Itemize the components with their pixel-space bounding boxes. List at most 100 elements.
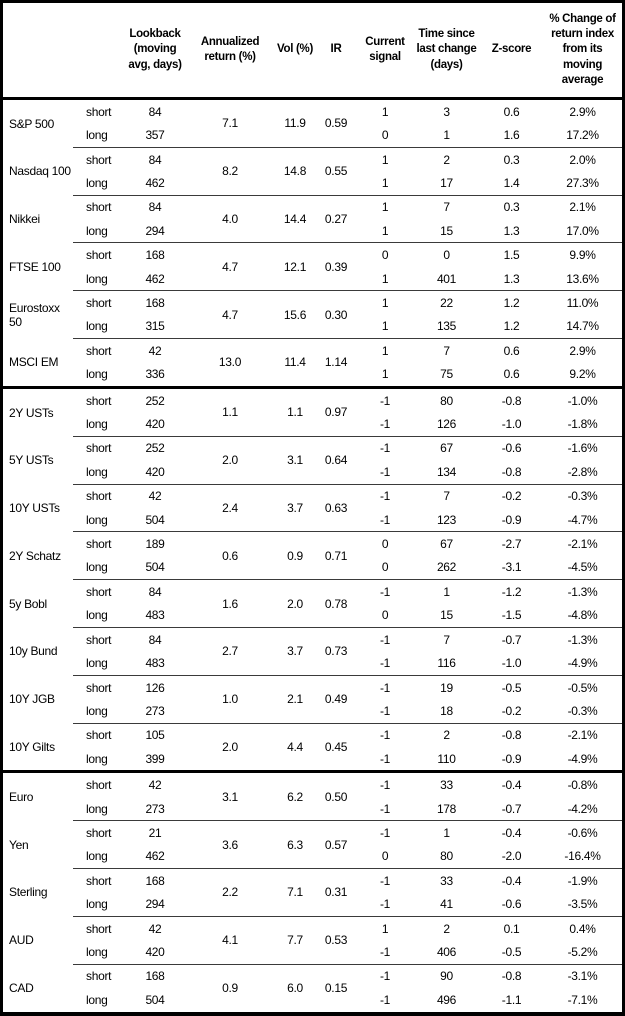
lookback-value: 42 xyxy=(125,915,185,941)
vol-value: 7.1 xyxy=(275,868,315,917)
time-since-value: 2 xyxy=(413,722,480,748)
signal-value: 0 xyxy=(357,242,413,267)
period-label: long xyxy=(86,367,108,382)
signal-value: -1 xyxy=(357,820,413,845)
col-header-lookback: Lookback (moving avg, days) xyxy=(125,3,185,100)
instrument-name: Nasdaq 100 xyxy=(9,164,71,179)
signal-value: -1 xyxy=(357,868,413,893)
table-row-short: Eurostoxx 50 short 168 4.7 15.6 0.30 1 22 1.2 11.… xyxy=(3,290,622,339)
period-label: long xyxy=(86,993,108,1008)
table-row-long: long 483 0 15 -1.5 -4.8% xyxy=(3,604,622,628)
time-since-value: 401 xyxy=(436,271,457,286)
time-since-value: 41 xyxy=(440,897,453,912)
time-since-value: 17 xyxy=(440,175,453,190)
signal-value: -1 xyxy=(357,483,413,508)
lookback-value: 84 xyxy=(125,98,185,124)
pct-change-value: 2.1% xyxy=(543,194,622,220)
vol-value: 3.7 xyxy=(275,626,315,676)
lookback-value: 252 xyxy=(125,385,185,413)
vol-value: 14.4 xyxy=(275,194,315,243)
instrument-name: 10Y JGB xyxy=(9,692,55,707)
table-row-short: S&P 500 short 84 7.1 11.9 0.59 1 3 0.6 2.9% xyxy=(3,98,622,148)
z-score-value: 1.4 xyxy=(503,175,520,190)
time-since-value: 67 xyxy=(413,531,480,556)
table-row-long: long 504 -1 123 -0.9 -4.7% xyxy=(3,508,622,532)
z-score-value: -0.2 xyxy=(480,483,543,508)
annualized-return-value: 1.6 xyxy=(185,579,275,628)
z-score-value: -0.7 xyxy=(480,626,543,652)
period-label: short xyxy=(73,242,125,267)
period-label: short xyxy=(73,98,125,124)
instrument-name: Euro xyxy=(3,770,73,821)
lookback-value: 462 xyxy=(145,175,165,190)
pct-change-value: -1.0% xyxy=(543,385,622,413)
pct-change-value: 9.9% xyxy=(543,242,622,267)
z-score-value: 0.6 xyxy=(503,367,520,382)
z-score-value: -2.7 xyxy=(480,531,543,556)
z-score-value: 0.3 xyxy=(480,146,543,172)
vol-value: 3.1 xyxy=(275,435,315,485)
table-row-short: 10Y USTs short 42 2.4 3.7 0.63 -1 7 -0.2 -0.3% xyxy=(3,483,622,532)
ir-value: 0.30 xyxy=(315,290,357,339)
vol-value: 3.7 xyxy=(275,483,315,532)
table-row-long: long 294 1 15 1.3 17.0% xyxy=(3,219,622,243)
table-row-long: long 336 1 75 0.6 9.2% xyxy=(3,362,622,387)
pct-change-value: -4.9% xyxy=(567,751,598,766)
signal-value: 1 xyxy=(357,98,413,124)
time-since-value: 33 xyxy=(413,770,480,797)
lookback-value: 399 xyxy=(145,751,165,766)
pct-change-value: -0.8% xyxy=(543,770,622,797)
lookback-value: 168 xyxy=(125,290,185,315)
signal-value: 0 xyxy=(381,849,389,864)
signal-value: -1 xyxy=(357,770,413,797)
pct-change-value: 11.0% xyxy=(543,290,622,315)
lookback-value: 105 xyxy=(125,722,185,748)
table-row-long: long 420 -1 406 -0.5 -5.2% xyxy=(3,940,622,964)
annualized-return-value: 0.6 xyxy=(185,531,275,580)
z-score-value: -1.1 xyxy=(501,993,522,1008)
z-score-value: -1.0 xyxy=(501,656,522,671)
signal-value: 1 xyxy=(381,223,389,238)
period-label: long xyxy=(86,464,108,479)
instrument-name: 10Y Gilts xyxy=(9,739,55,754)
annualized-return-value: 4.0 xyxy=(185,194,275,243)
time-since-value: 1 xyxy=(413,820,480,845)
pct-change-value: -1.3% xyxy=(543,579,622,604)
pct-change-value: -3.5% xyxy=(567,897,598,912)
z-score-value: -0.6 xyxy=(480,435,543,461)
table-header: Lookback (moving avg, days) Annualized r… xyxy=(3,3,622,100)
z-score-value: 1.5 xyxy=(480,242,543,267)
table-row-long: long 315 1 135 1.2 14.7% xyxy=(3,315,622,339)
time-since-value: 7 xyxy=(413,338,480,363)
pct-change-value: 27.3% xyxy=(566,175,599,190)
pct-change-value: -4.7% xyxy=(567,512,598,527)
z-score-value: -0.5 xyxy=(501,945,522,959)
signal-value: -1 xyxy=(379,945,391,959)
annualized-return-value: 3.1 xyxy=(185,770,275,821)
pct-change-value: -4.2% xyxy=(567,801,598,816)
header-row: Lookback (moving avg, days) Annualized r… xyxy=(3,3,622,100)
table-row-long: long 399 -1 110 -0.9 -4.9% xyxy=(3,747,622,772)
table-row-long: long 483 -1 116 -1.0 -4.9% xyxy=(3,651,622,675)
period-label: long xyxy=(86,319,108,334)
time-since-value: 22 xyxy=(413,290,480,315)
pct-change-value: -0.5% xyxy=(543,674,622,700)
time-since-value: 134 xyxy=(436,464,457,479)
table-row-short: FTSE 100 short 168 4.7 12.1 0.39 0 0 1.5 9.9% xyxy=(3,242,622,291)
period-label: long xyxy=(86,128,108,143)
lookback-value: 42 xyxy=(125,338,185,363)
lookback-value: 84 xyxy=(125,146,185,172)
z-score-value: -0.2 xyxy=(501,703,522,718)
time-since-value: 262 xyxy=(436,560,457,575)
instrument-name: 5Y USTs xyxy=(9,453,54,468)
period-label: long xyxy=(86,608,108,623)
time-since-value: 33 xyxy=(413,868,480,893)
pct-change-value: -1.6% xyxy=(543,435,622,461)
period-label: short xyxy=(73,626,125,652)
period-label: long xyxy=(86,656,108,671)
lookback-value: 42 xyxy=(125,770,185,797)
table-row-short: 2Y USTs short 252 1.1 1.1 0.97 -1 80 -0.8 -1.0% xyxy=(3,385,622,437)
period-label: short xyxy=(73,722,125,748)
annualized-return-value: 4.1 xyxy=(185,915,275,965)
